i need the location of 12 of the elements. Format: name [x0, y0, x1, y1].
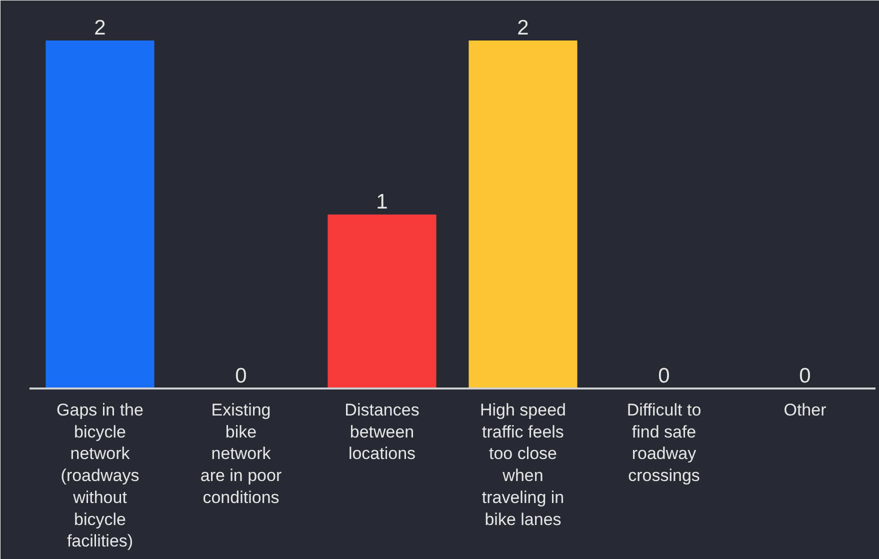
x-tick-label: Difficult to find safe roadway crossings	[626, 400, 702, 486]
data-label: 0	[235, 364, 247, 388]
x-tick-label: High speed traffic feels too close when traveling in bike lanes	[480, 400, 566, 529]
x-tick-label: Other	[784, 400, 827, 420]
data-label: 0	[658, 364, 670, 388]
data-label: 1	[376, 190, 388, 214]
x-tick-label: Existing bike network are in poor conditions	[200, 400, 282, 507]
x-tick-label: Gaps in the bicycle network (roadways without bicycle facilities)	[56, 400, 144, 551]
data-label: 0	[799, 364, 811, 388]
data-label: 2	[94, 16, 106, 40]
data-label: 2	[517, 16, 529, 40]
x-tick-label: Distances between locations	[344, 400, 420, 464]
